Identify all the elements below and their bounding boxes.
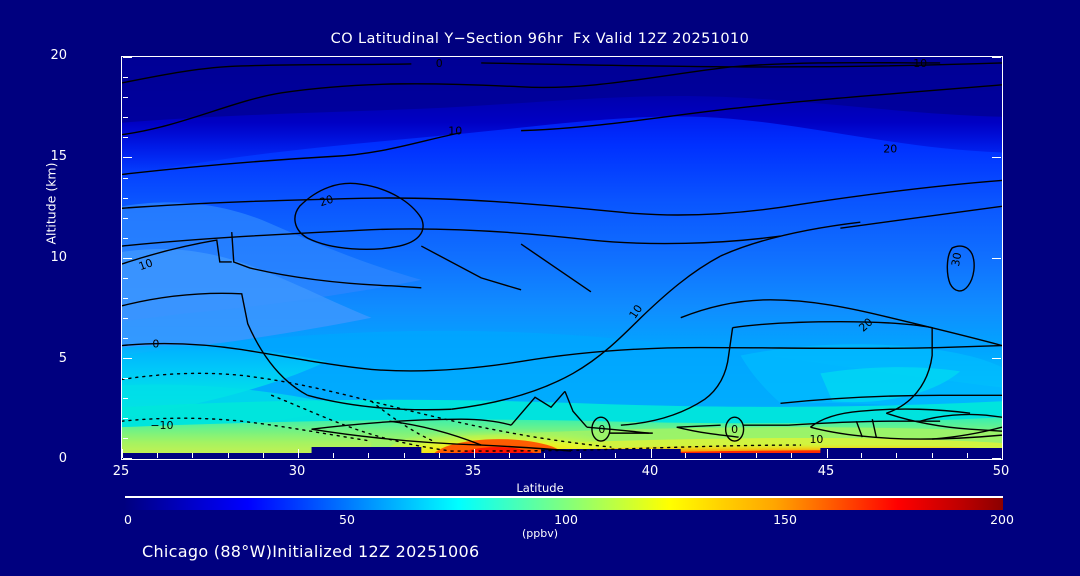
- x-tick-minor: [931, 453, 933, 458]
- x-tick-minor: [614, 453, 616, 458]
- x-tick-major: [1002, 449, 1003, 458]
- x-tick-minor: [755, 453, 757, 458]
- x-tick-minor: [896, 453, 898, 458]
- y-tick-major: [123, 258, 132, 259]
- colorbar-tick-label: 150: [773, 512, 797, 527]
- y-tick-minor: [123, 178, 128, 179]
- x-tick-major: [122, 449, 123, 458]
- svg-text:10: 10: [448, 125, 462, 138]
- x-tick-minor: [685, 453, 687, 458]
- svg-text:0: 0: [436, 57, 443, 70]
- x-tick-major: [298, 449, 299, 458]
- x-tick-label: 35: [464, 464, 482, 479]
- footer-caption: Chicago (88°W)Initialized 12Z 20251006: [142, 542, 480, 561]
- x-tick-label: 25: [112, 464, 130, 479]
- y-tick-major: [123, 458, 132, 459]
- x-tick-major: [651, 449, 652, 458]
- x-tick-minor: [509, 453, 511, 458]
- y-tick-major-right: [992, 57, 1001, 58]
- y-tick-minor: [123, 238, 128, 239]
- plot-panel: 0 10 20 10 20 10 30 20 10 0 −10 0 0 10: [121, 56, 1003, 460]
- y-tick-minor: [123, 398, 128, 399]
- x-tick-minor: [720, 453, 722, 458]
- colorbar: [125, 496, 1003, 510]
- y-tick-label: 20: [50, 48, 67, 63]
- y-tick-major: [123, 57, 132, 58]
- y-tick-minor: [123, 97, 128, 98]
- svg-text:20: 20: [318, 193, 335, 210]
- x-tick-minor: [861, 453, 863, 458]
- page-title: CO Latitudinal Y−Section 96hr Fx Valid 1…: [330, 31, 750, 47]
- svg-text:10: 10: [809, 433, 823, 446]
- colorbar-units-label: (ppbv): [521, 527, 559, 540]
- y-tick-major-right: [992, 157, 1001, 158]
- svg-text:−10: −10: [150, 419, 173, 432]
- y-tick-major: [123, 157, 132, 158]
- y-tick-minor: [123, 298, 128, 299]
- svg-text:10: 10: [913, 57, 927, 70]
- plot-canvas: 0 10 20 10 20 10 30 20 10 0 −10 0 0 10: [122, 57, 1002, 459]
- y-tick-minor: [123, 438, 128, 439]
- svg-text:10: 10: [137, 256, 155, 273]
- y-tick-minor: [123, 198, 128, 199]
- x-tick-major: [474, 449, 475, 458]
- x-tick-minor: [227, 453, 229, 458]
- svg-text:30: 30: [949, 251, 964, 267]
- y-tick-minor: [123, 77, 128, 78]
- y-tick-label: 5: [58, 351, 67, 366]
- x-tick-minor: [790, 453, 792, 458]
- colorbar-gradient: [125, 496, 1003, 510]
- svg-text:0: 0: [598, 423, 605, 436]
- y-tick-major: [123, 358, 132, 359]
- colorbar-tick-label: 200: [990, 512, 1014, 527]
- contour-field: 0 10 20 10 20 10 30 20 10 0 −10 0 0 10: [122, 57, 1002, 459]
- x-tick-minor: [544, 453, 546, 458]
- y-tick-minor: [123, 338, 128, 339]
- x-tick-minor: [579, 453, 581, 458]
- y-tick-minor: [123, 117, 128, 118]
- x-tick-minor: [368, 453, 370, 458]
- svg-text:0: 0: [731, 423, 738, 436]
- x-tick-minor: [262, 453, 264, 458]
- x-tick-label: 45: [817, 464, 835, 479]
- colorbar-tick-label: 100: [554, 512, 578, 527]
- y-tick-minor: [123, 378, 128, 379]
- colorbar-tick-label: 50: [339, 512, 355, 527]
- x-tick-major: [827, 449, 828, 458]
- x-tick-minor: [333, 453, 335, 458]
- y-tick-minor: [123, 218, 128, 219]
- svg-text:20: 20: [883, 143, 897, 156]
- x-tick-label: 50: [992, 464, 1010, 479]
- y-tick-minor: [123, 318, 128, 319]
- y-tick-minor: [123, 278, 128, 279]
- x-axis-label: Latitude: [516, 481, 564, 495]
- x-tick-minor: [192, 453, 194, 458]
- x-tick-minor: [438, 453, 440, 458]
- colorbar-tick-label: 0: [124, 512, 132, 527]
- y-tick-minor: [123, 137, 128, 138]
- y-tick-label: 15: [50, 149, 67, 164]
- svg-text:0: 0: [152, 338, 159, 351]
- y-tick-label: 0: [58, 451, 67, 466]
- x-tick-label: 30: [288, 464, 306, 479]
- y-tick-major-right: [992, 358, 1001, 359]
- svg-text:10: 10: [627, 302, 646, 321]
- y-tick-minor: [123, 418, 128, 419]
- x-tick-minor: [157, 453, 159, 458]
- y-axis-label: Altitude (km): [43, 162, 59, 245]
- y-tick-major-right: [992, 458, 1001, 459]
- y-tick-label: 10: [50, 250, 67, 265]
- x-tick-minor: [966, 453, 968, 458]
- x-tick-label: 40: [641, 464, 659, 479]
- y-tick-major-right: [992, 258, 1001, 259]
- x-tick-minor: [403, 453, 405, 458]
